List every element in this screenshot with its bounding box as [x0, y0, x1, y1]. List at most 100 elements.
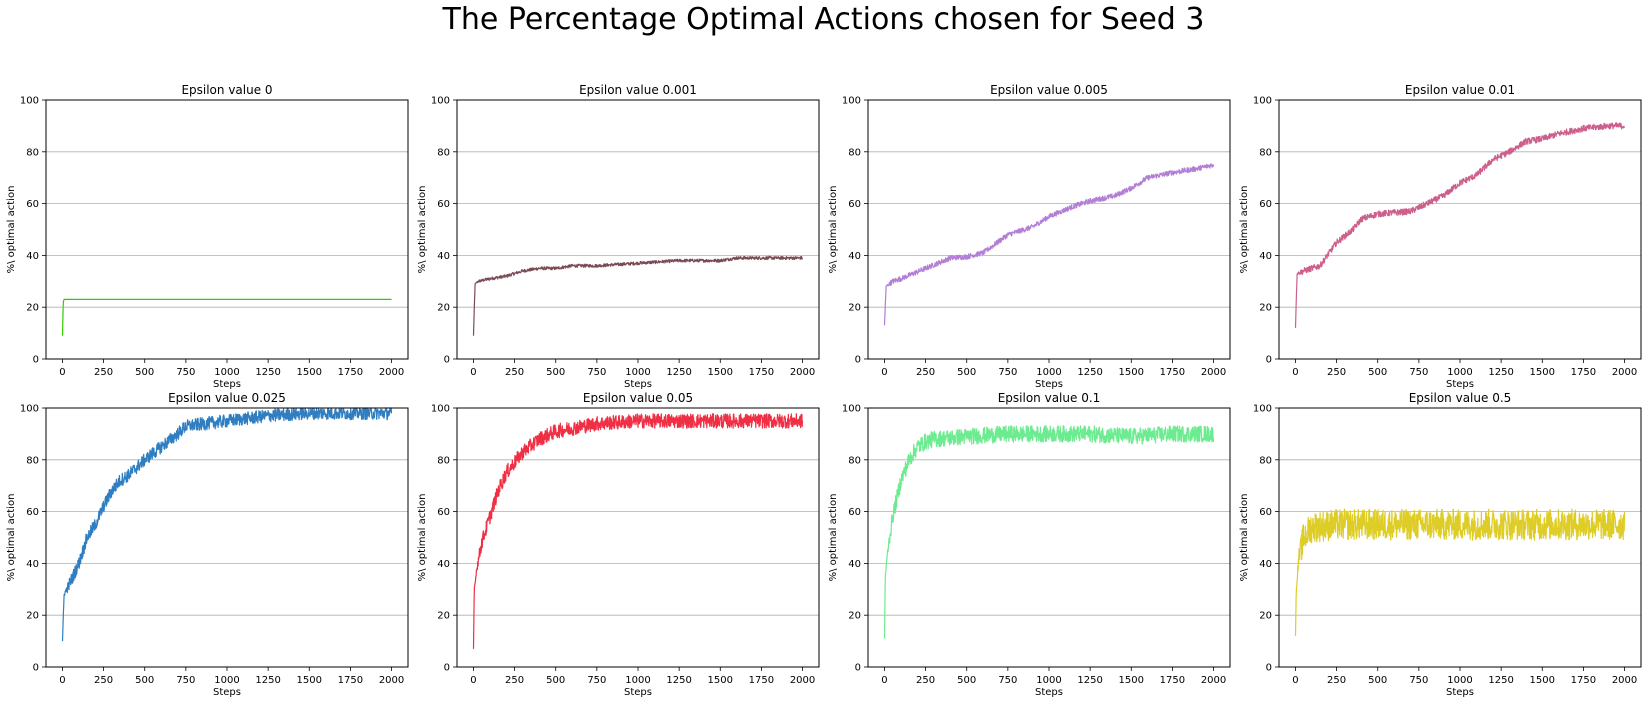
x-tick-label-7: 1750 — [1160, 367, 1185, 378]
y-tick-label-4: 80 — [26, 147, 39, 158]
y-axis-label: %\ optimal action — [828, 494, 839, 582]
x-tick-label-5: 1250 — [666, 675, 691, 686]
x-tick-label-4: 1000 — [214, 367, 239, 378]
y-tick-label-3: 60 — [26, 507, 39, 518]
x-tick-label-3: 750 — [587, 675, 606, 686]
y-tick-label-2: 40 — [848, 251, 861, 262]
y-tick-label-2: 40 — [437, 559, 450, 570]
y-tick-label-3: 60 — [848, 199, 861, 210]
x-tick-label-1: 250 — [505, 675, 524, 686]
x-tick-label-0: 0 — [881, 367, 887, 378]
x-tick-label-6: 1500 — [1530, 367, 1555, 378]
x-tick-label-1: 250 — [916, 367, 935, 378]
y-tick-label-1: 20 — [1259, 611, 1272, 622]
y-axis-label: %\ optimal action — [417, 494, 428, 582]
y-tick-label-0: 0 — [1266, 663, 1272, 674]
subplot-6: 0 250 500 750 1000 1250 1500 1750 2000 0 20 40 60 80 1… — [417, 391, 820, 698]
y-tick-label-5: 100 — [431, 404, 450, 415]
x-tick-label-6: 1500 — [1119, 675, 1144, 686]
x-tick-label-2: 500 — [546, 367, 565, 378]
x-tick-label-7: 1750 — [1160, 675, 1185, 686]
subplot-5: 0 250 500 750 1000 1250 1500 1750 2000 0 20 40 60 80 1… — [6, 391, 409, 698]
y-tick-label-2: 40 — [1259, 251, 1272, 262]
x-axis-label: Steps — [213, 687, 241, 698]
y-axis-label: %\ optimal action — [6, 186, 17, 274]
x-tick-label-8: 2000 — [379, 367, 404, 378]
y-tick-label-0: 0 — [855, 663, 861, 674]
x-tick-label-4: 1000 — [1036, 675, 1061, 686]
x-tick-label-0: 0 — [1292, 675, 1298, 686]
y-tick-label-2: 40 — [1259, 559, 1272, 570]
y-tick-label-3: 60 — [1259, 199, 1272, 210]
x-tick-label-8: 2000 — [1612, 675, 1637, 686]
x-tick-label-0: 0 — [470, 675, 476, 686]
x-tick-label-6: 1500 — [708, 367, 733, 378]
y-tick-label-1: 20 — [26, 303, 39, 314]
x-tick-label-8: 2000 — [790, 675, 815, 686]
y-tick-label-5: 100 — [842, 96, 861, 107]
y-tick-label-5: 100 — [1253, 404, 1272, 415]
x-tick-label-4: 1000 — [1447, 367, 1472, 378]
x-tick-label-1: 250 — [94, 367, 113, 378]
x-tick-label-2: 500 — [1368, 367, 1387, 378]
x-tick-label-2: 500 — [135, 367, 154, 378]
x-tick-label-8: 2000 — [1201, 367, 1226, 378]
x-tick-label-7: 1750 — [1571, 367, 1596, 378]
y-tick-label-3: 60 — [1259, 507, 1272, 518]
y-tick-label-1: 20 — [437, 303, 450, 314]
x-tick-label-3: 750 — [998, 367, 1017, 378]
y-tick-label-3: 60 — [437, 199, 450, 210]
y-tick-label-3: 60 — [848, 507, 861, 518]
subplot-7: 0 250 500 750 1000 1250 1500 1750 2000 0 20 40 60 80 1… — [828, 391, 1231, 698]
x-tick-label-4: 1000 — [625, 675, 650, 686]
x-tick-label-7: 1750 — [749, 367, 774, 378]
x-tick-label-5: 1250 — [1488, 367, 1513, 378]
x-tick-label-8: 2000 — [1612, 367, 1637, 378]
x-tick-label-5: 1250 — [1077, 367, 1102, 378]
y-tick-label-5: 100 — [20, 96, 39, 107]
x-tick-label-3: 750 — [998, 675, 1017, 686]
subplot-title: Epsilon value 0.1 — [998, 391, 1101, 405]
x-tick-label-1: 250 — [1327, 367, 1346, 378]
y-axis-label: %\ optimal action — [1239, 494, 1250, 582]
subplot-title: Epsilon value 0 — [181, 83, 272, 97]
y-tick-label-0: 0 — [33, 663, 39, 674]
x-tick-label-0: 0 — [59, 367, 65, 378]
y-axis-label: %\ optimal action — [417, 186, 428, 274]
x-tick-label-4: 1000 — [1036, 367, 1061, 378]
axes-frame — [45, 99, 409, 360]
y-tick-label-1: 20 — [1259, 303, 1272, 314]
axes-frame — [45, 407, 409, 668]
y-tick-label-0: 0 — [1266, 355, 1272, 366]
x-tick-label-2: 500 — [1368, 675, 1387, 686]
x-axis-label: Steps — [1446, 379, 1474, 390]
series-line — [472, 413, 804, 649]
x-tick-label-0: 0 — [59, 675, 65, 686]
x-tick-label-6: 1500 — [708, 675, 733, 686]
y-tick-label-0: 0 — [444, 355, 450, 366]
axes-frame — [867, 99, 1231, 360]
y-tick-label-5: 100 — [1253, 96, 1272, 107]
x-tick-label-6: 1500 — [297, 675, 322, 686]
x-tick-label-7: 1750 — [749, 675, 774, 686]
subplot-title: Epsilon value 0.01 — [1405, 83, 1515, 97]
x-tick-label-2: 500 — [135, 675, 154, 686]
y-tick-label-4: 80 — [26, 455, 39, 466]
x-tick-label-5: 1250 — [255, 367, 280, 378]
x-tick-label-6: 1500 — [1530, 675, 1555, 686]
y-axis-label: %\ optimal action — [6, 494, 17, 582]
y-tick-label-4: 80 — [437, 455, 450, 466]
y-tick-label-3: 60 — [437, 507, 450, 518]
x-tick-label-4: 1000 — [214, 675, 239, 686]
x-tick-label-5: 1250 — [255, 675, 280, 686]
x-axis-label: Steps — [1446, 687, 1474, 698]
x-tick-label-3: 750 — [176, 367, 195, 378]
x-tick-label-6: 1500 — [1119, 367, 1144, 378]
y-tick-label-4: 80 — [1259, 147, 1272, 158]
y-tick-label-3: 60 — [26, 199, 39, 210]
series-line — [472, 255, 804, 336]
x-tick-label-3: 750 — [1409, 367, 1428, 378]
x-tick-label-1: 250 — [1327, 675, 1346, 686]
x-tick-label-4: 1000 — [625, 367, 650, 378]
